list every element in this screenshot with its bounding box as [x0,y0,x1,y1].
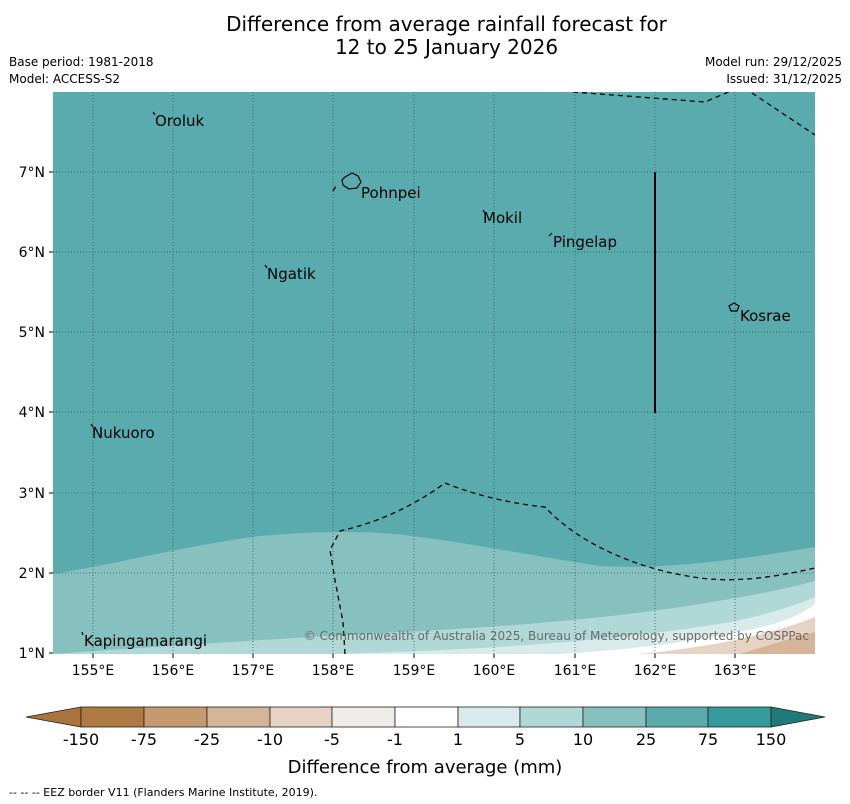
lon-label-159: 159°E [393,663,436,679]
eez-borders [329,92,815,654]
lon-label-160: 160°E [473,663,516,679]
lon-label-157: 157°E [232,663,275,679]
colorbar-tick-label: 75 [698,730,718,749]
title-line-2: 12 to 25 January 2026 [334,35,559,59]
lon-label-163: 163°E [714,663,757,679]
colorbar-segment-10 [645,706,709,728]
colorbar-tick-labels: -150 -75 -25 -10 -5 -1 1 5 10 25 75 150 [63,730,786,749]
colorbar-segment-9 [582,706,647,728]
lat-label-3: 3°N [19,486,45,502]
eez-footnote: -- -- -- EEZ border V11 (Flanders Marine… [9,786,318,799]
issued-text: Issued: 31/12/2025 [726,72,842,86]
base-period-text: Base period: 1981-2018 [9,55,154,69]
colorbar-tick-label: -1 [387,730,403,749]
colorbar-tick-label: 25 [636,730,656,749]
lon-label-161: 161°E [554,663,597,679]
colorbar-segment-8 [519,706,584,728]
colorbar-tick-label: -10 [257,730,283,749]
colorbar-title: Difference from average (mm) [288,757,563,778]
colorbar-tick-label: 1 [453,730,463,749]
metadata-left: Base period: 1981-2018 Model: ACCESS-S2 [9,54,154,88]
rainfall-field [53,92,815,654]
place-label-kapingamarangi: Kapingamarangi [84,632,207,650]
lat-label-1: 1°N [19,646,45,662]
model-text: Model: ACCESS-S2 [9,72,121,86]
islands [341,172,740,312]
field-band-1-5 [330,597,815,654]
lon-label-155: 155°E [72,663,115,679]
lat-label-4: 4°N [19,405,45,421]
place-label-mokil: Mokil [483,209,522,227]
colorbar-segment-11 [707,706,772,728]
place-label-ngatik: Ngatik [267,265,316,283]
field-dry-mid [740,632,815,654]
eez-border-northeast [751,92,815,136]
colorbar-segment-5 [331,706,396,728]
title-line-1: Difference from average rainfall forecas… [226,12,667,36]
axis-ticks [49,171,736,658]
colorbar [25,706,826,728]
eez-border-pohnpei-fragment [332,185,337,192]
lon-label-158: 158°E [312,663,355,679]
colorbar-segment-2 [143,706,208,728]
lat-label-6: 6°N [19,245,45,261]
lat-label-7: 7°N [19,165,45,181]
colorbar-tick-label: -75 [131,730,157,749]
colorbar-tick-label: -25 [194,730,220,749]
lon-label-156: 156°E [152,663,195,679]
place-labels: Oroluk Pohnpei Mokil Pingelap Ngatik Kos… [84,112,791,650]
copyright-notice: © Commonwealth of Australia 2025, Bureau… [304,629,809,643]
colorbar-extend-high [770,706,826,728]
lon-label-162: 162°E [634,663,677,679]
colorbar-tick-label: 5 [515,730,525,749]
place-label-pohnpei: Pohnpei [361,184,421,202]
colorbar-segment-7 [457,706,521,728]
place-label-nukuoro: Nukuoro [92,424,155,442]
eez-border-south [329,482,815,654]
lat-label-2: 2°N [19,566,45,582]
field-band-5-10 [53,581,815,654]
colorbar-tick-label: -150 [63,730,99,749]
longitude-labels: 155°E 156°E 157°E 158°E 159°E 160°E 161°… [72,663,757,679]
place-label-pingelap: Pingelap [553,233,617,251]
map-title: Difference from average rainfall forecas… [0,13,850,59]
colorbar-segment-4 [269,706,333,728]
atoll-marks [81,111,553,636]
metadata-right: Model run: 29/12/2025 Issued: 31/12/2025 [705,54,842,88]
colorbar-tick-label: -5 [324,730,340,749]
place-label-oroluk: Oroluk [155,112,204,130]
colorbar-segment-6 [394,706,459,728]
model-run-text: Model run: 29/12/2025 [704,55,842,69]
place-label-kosrae: Kosrae [740,307,791,325]
colorbar-tick-label: 150 [756,730,787,749]
kosrae-island [728,302,740,312]
colorbar-extend-low [25,706,82,728]
colorbar-segment-1 [80,706,145,728]
latitude-labels: 7°N 6°N 5°N 4°N 3°N 2°N 1°N [19,165,45,662]
lat-label-5: 5°N [19,325,45,341]
pohnpei-island [341,172,362,190]
colorbar-tick-label: 10 [573,730,593,749]
colorbar-segment-3 [206,706,271,728]
